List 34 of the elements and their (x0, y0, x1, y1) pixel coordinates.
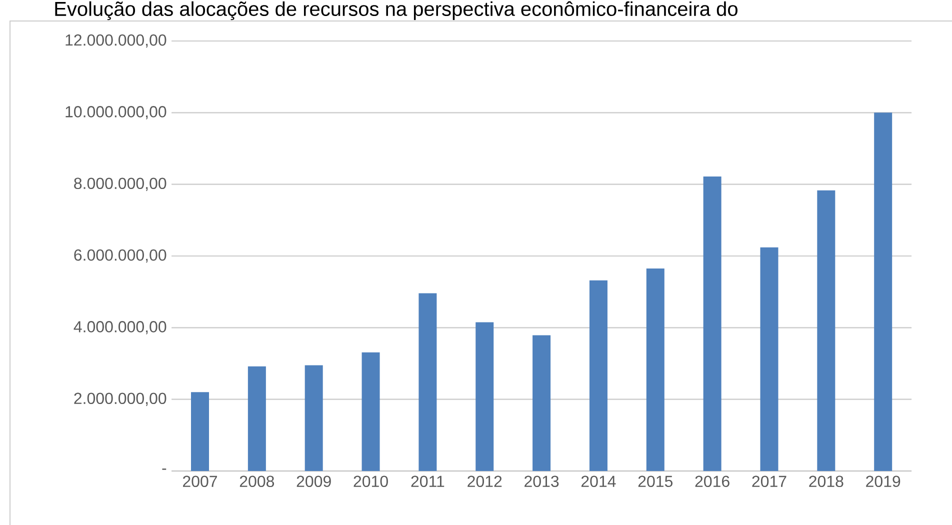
x-tick-label: 2014 (581, 476, 616, 488)
x-tick-label: 2011 (411, 476, 444, 488)
bar (418, 293, 437, 471)
x-tick-label: 2016 (695, 476, 730, 488)
bar (874, 112, 892, 471)
x-tick-label: 2007 (183, 476, 217, 488)
y-tick-label: 10.000.000,00 (66, 106, 166, 120)
chart-title: Evolução das alocações de recursos na perspectiva econômico-financeira do (55, 1, 738, 20)
bar (589, 280, 608, 471)
bar (532, 335, 551, 471)
bar (304, 365, 323, 471)
y-tick-label: 6.000.000,00 (74, 249, 166, 263)
x-tick-label: 2010 (354, 476, 388, 488)
bar (476, 322, 494, 471)
x-tick-label: 2009 (296, 476, 331, 488)
x-tick-label: 2008 (240, 476, 274, 488)
y-tick-label: - (162, 468, 166, 470)
bar (817, 190, 836, 471)
x-tick-label: 2017 (752, 476, 786, 488)
x-tick-label: 2019 (866, 476, 900, 488)
x-tick-label: 2012 (468, 476, 502, 488)
y-tick-label: 2.000.000,00 (74, 392, 166, 406)
y-tick-label: 8.000.000,00 (74, 178, 166, 191)
bar (646, 268, 664, 471)
x-tick-label: 2013 (524, 476, 559, 488)
bar (362, 352, 380, 471)
bar (760, 247, 778, 471)
y-tick-label: 12.000.000,00 (66, 34, 166, 48)
bar (191, 392, 209, 471)
bar (703, 176, 722, 471)
x-tick-label: 2015 (638, 476, 672, 488)
x-tick-label: 2018 (809, 476, 844, 488)
bar (248, 366, 266, 471)
y-tick-label: 4.000.000,00 (74, 321, 166, 334)
